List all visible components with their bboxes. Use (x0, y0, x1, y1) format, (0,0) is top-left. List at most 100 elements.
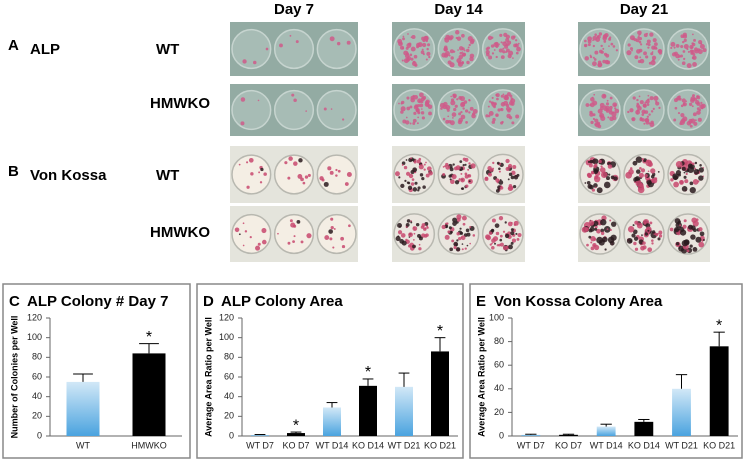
colony (691, 105, 694, 108)
colony (494, 223, 500, 228)
colony (510, 241, 514, 245)
colony (645, 120, 650, 125)
colony (500, 55, 505, 60)
colony (495, 55, 498, 59)
colony (669, 227, 674, 232)
colony (323, 107, 327, 111)
colony (440, 107, 443, 110)
colony (406, 56, 412, 61)
bar (287, 433, 305, 436)
colony (498, 170, 501, 173)
colony (419, 103, 424, 108)
x-tick-label: WT D14 (590, 440, 623, 450)
colony (306, 233, 312, 239)
colony (444, 51, 450, 57)
y-tick-label: 60 (494, 360, 504, 370)
colony (234, 227, 240, 233)
colony (608, 45, 610, 47)
colony (514, 39, 518, 42)
colony (594, 33, 598, 37)
colony (698, 241, 705, 248)
colony (699, 164, 702, 167)
colony (451, 112, 457, 117)
colony (594, 186, 597, 189)
colony (584, 227, 589, 232)
colony (597, 62, 603, 68)
colony (416, 107, 419, 111)
colony (468, 43, 471, 47)
colony (591, 171, 595, 175)
colony (600, 228, 605, 233)
colony (498, 43, 500, 46)
colony (512, 185, 517, 189)
colony (690, 46, 694, 49)
colony (288, 156, 293, 161)
colony (687, 229, 690, 232)
colony (591, 188, 596, 192)
colony (484, 176, 489, 182)
colony (609, 108, 613, 112)
colony (644, 174, 648, 178)
colony (593, 58, 597, 61)
colony (448, 226, 452, 230)
colony (488, 231, 493, 235)
colony (399, 45, 405, 50)
colony (324, 235, 330, 240)
colony (515, 51, 519, 55)
colony (248, 157, 254, 163)
colony (594, 50, 599, 55)
colony (459, 227, 462, 230)
x-tick-label: KO D14 (628, 440, 660, 450)
colony (596, 228, 601, 234)
colony (658, 230, 663, 235)
colony (464, 174, 469, 179)
colony (307, 173, 311, 177)
colony (329, 170, 334, 175)
colony (647, 161, 650, 164)
genotype-label: WT (156, 41, 179, 58)
colony (491, 228, 495, 233)
colony (681, 186, 688, 192)
colony (629, 47, 634, 51)
colony (498, 167, 501, 171)
colony (680, 34, 685, 39)
colony (651, 242, 654, 245)
y-tick-label: 40 (32, 391, 42, 401)
colony (594, 122, 600, 128)
colony (495, 45, 499, 49)
colony (677, 95, 681, 99)
colony (673, 118, 677, 122)
colony (277, 232, 279, 235)
colony (335, 168, 338, 172)
colony (293, 161, 298, 166)
colony (428, 170, 433, 176)
colony (693, 168, 700, 175)
colony (427, 43, 431, 47)
colony (460, 172, 463, 175)
colony (512, 57, 514, 59)
colony (407, 181, 411, 185)
colony (603, 34, 608, 38)
colony (640, 245, 645, 251)
colony (592, 61, 597, 67)
colony (639, 183, 644, 188)
colony (240, 121, 245, 126)
x-tick-label: WT (76, 440, 90, 450)
colony (495, 189, 500, 193)
colony (411, 178, 415, 181)
colony (447, 230, 451, 234)
colony (452, 117, 454, 119)
colony (444, 234, 450, 240)
colony (499, 33, 503, 37)
panel-frame (2, 283, 191, 459)
colony (632, 38, 635, 41)
colony (409, 53, 413, 57)
colony (642, 103, 647, 108)
colony (405, 116, 408, 119)
colony (335, 174, 338, 177)
colony (651, 230, 656, 234)
colony (333, 228, 336, 230)
colony (422, 53, 425, 56)
well (231, 213, 272, 255)
colony (279, 43, 283, 48)
